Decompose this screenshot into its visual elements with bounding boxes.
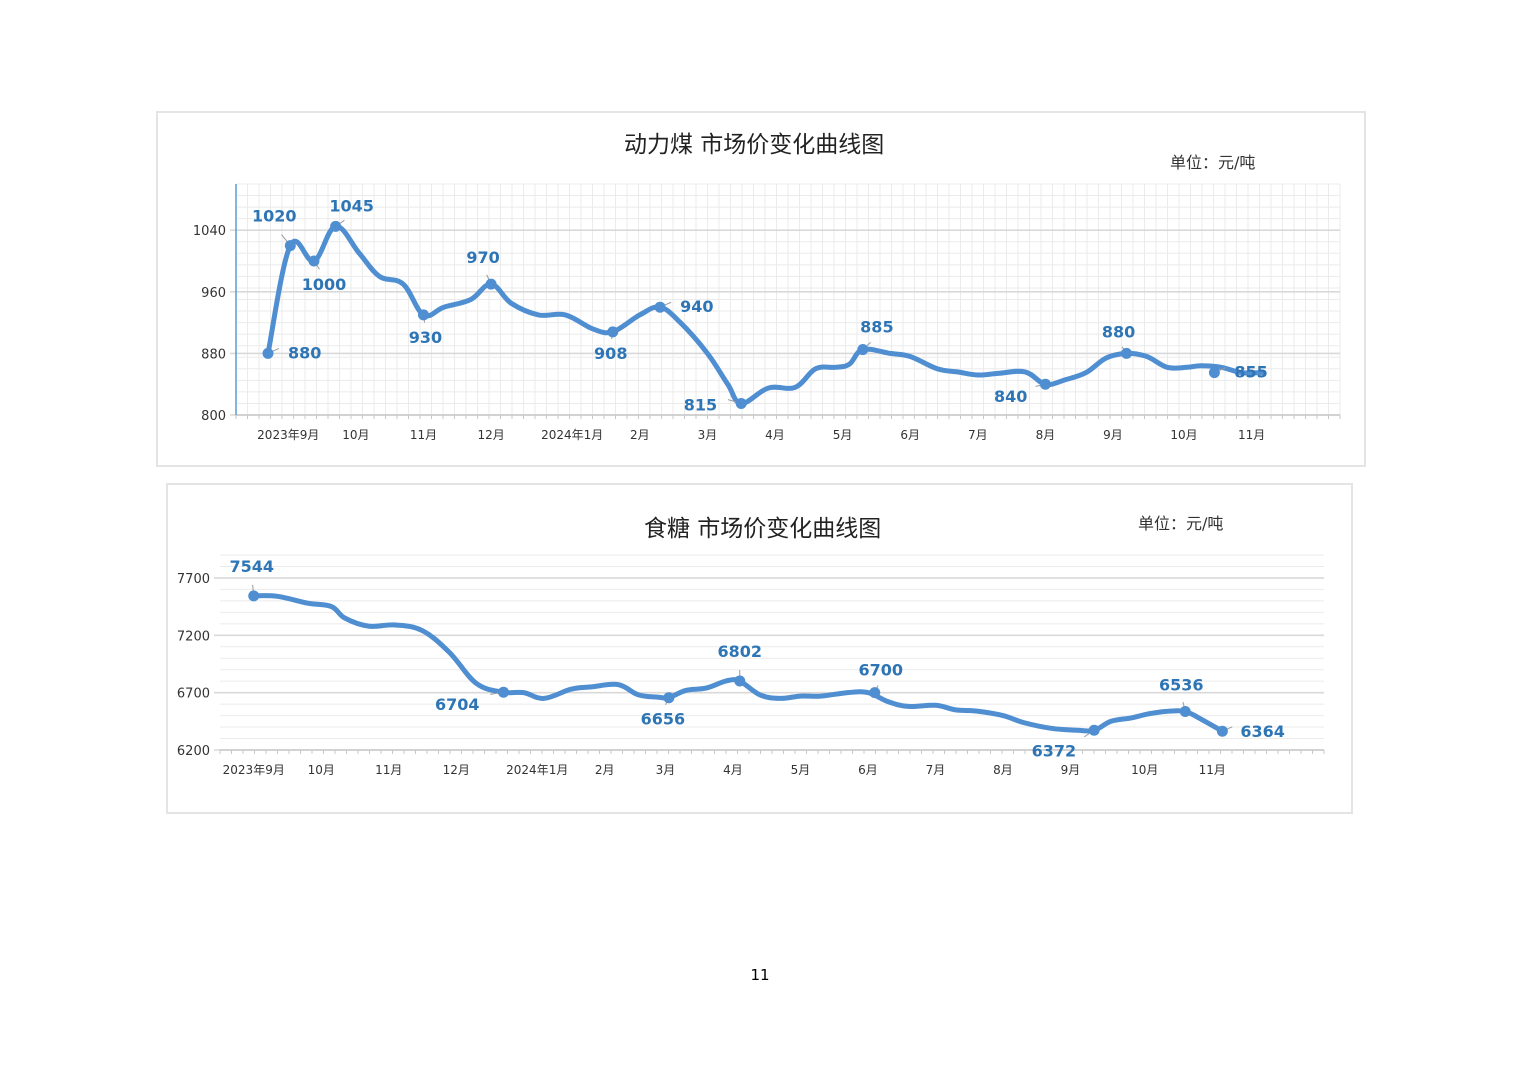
page-number: 11 [750, 966, 770, 984]
coal-x-tick-label: 7月 [968, 428, 988, 442]
coal-data-point [857, 344, 869, 356]
coal-x-tick-label: 3月 [698, 428, 718, 442]
coal-data-label: 880 [288, 343, 321, 362]
coal-data-label: 970 [466, 248, 499, 267]
coal-y-tick-label: 880 [201, 347, 226, 362]
coal-data-label: 1045 [329, 196, 374, 215]
coal-x-tick-label: 6月 [900, 428, 920, 442]
coal-x-tick-label: 11月 [410, 428, 437, 442]
coal-x-tick-label: 10月 [342, 428, 369, 442]
coal-data-label: 855 [1234, 363, 1267, 382]
coal-x-tick-label: 2月 [630, 428, 650, 442]
coal-data-point [330, 220, 342, 232]
coal-x-tick-label: 4月 [765, 428, 785, 442]
coal-data-label: 1000 [302, 275, 347, 294]
coal-data-point [1039, 378, 1051, 390]
coal-data-point [284, 240, 296, 252]
sugar-chart-title: 食糖 市场价变化曲线图 [644, 516, 882, 542]
coal-x-tick-label: 9月 [1103, 428, 1123, 442]
coal-x-tick-label: 2024年1月 [541, 428, 603, 442]
coal-data-label: 930 [409, 328, 442, 347]
coal-chart-panel [156, 111, 1366, 467]
coal-data-point [1121, 347, 1133, 359]
coal-x-tick-label: 2023年9月 [257, 428, 319, 442]
coal-data-point [1208, 367, 1220, 379]
coal-x-tick-label: 5月 [833, 428, 853, 442]
coal-x-tick-label: 10月 [1170, 428, 1197, 442]
coal-y-tick-label: 1040 [193, 224, 226, 239]
coal-data-point [654, 301, 666, 313]
coal-data-point [485, 278, 497, 290]
coal-data-label: 940 [680, 297, 713, 316]
coal-data-label: 840 [994, 387, 1027, 406]
coal-x-tick-label: 12月 [477, 428, 504, 442]
coal-data-label: 1020 [252, 207, 297, 226]
coal-data-label: 815 [684, 395, 717, 414]
coal-data-point [607, 326, 619, 338]
coal-data-label: 885 [860, 318, 893, 337]
coal-y-tick-label: 800 [201, 409, 226, 424]
coal-x-tick-label: 8月 [1036, 428, 1056, 442]
coal-data-point [308, 255, 320, 267]
coal-price-line [265, 223, 1265, 406]
coal-data-label: 908 [594, 344, 627, 363]
coal-data-point [262, 347, 274, 359]
coal-data-point [735, 397, 747, 409]
sugar-chart-unit: 单位：元/吨 [1138, 514, 1224, 533]
coal-x-tick-label: 11月 [1238, 428, 1265, 442]
coal-data-point [417, 309, 429, 321]
coal-chart-title: 动力煤 市场价变化曲线图 [624, 132, 885, 158]
coal-data-label: 880 [1102, 322, 1135, 341]
coal-chart-unit: 单位：元/吨 [1170, 153, 1256, 172]
coal-y-tick-label: 960 [201, 286, 226, 301]
